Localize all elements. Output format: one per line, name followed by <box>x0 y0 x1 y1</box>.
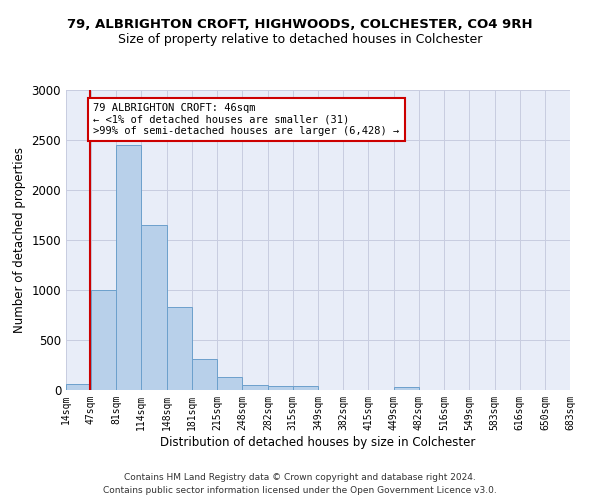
Bar <box>66 384 91 390</box>
Y-axis label: Number of detached properties: Number of detached properties <box>13 147 26 333</box>
Text: Size of property relative to detached houses in Colchester: Size of property relative to detached ho… <box>118 32 482 46</box>
Bar <box>217 377 242 390</box>
Text: 79 ALBRIGHTON CROFT: 46sqm
← <1% of detached houses are smaller (31)
>99% of sem: 79 ALBRIGHTON CROFT: 46sqm ← <1% of deta… <box>93 103 400 136</box>
Text: Contains HM Land Registry data © Crown copyright and database right 2024.: Contains HM Land Registry data © Crown c… <box>124 474 476 482</box>
Bar <box>91 290 116 390</box>
Bar <box>116 145 142 390</box>
Bar <box>167 307 192 390</box>
X-axis label: Distribution of detached houses by size in Colchester: Distribution of detached houses by size … <box>160 436 476 448</box>
Bar <box>242 385 268 390</box>
Text: Contains public sector information licensed under the Open Government Licence v3: Contains public sector information licen… <box>103 486 497 495</box>
Text: 79, ALBRIGHTON CROFT, HIGHWOODS, COLCHESTER, CO4 9RH: 79, ALBRIGHTON CROFT, HIGHWOODS, COLCHES… <box>67 18 533 30</box>
Bar <box>394 387 419 390</box>
Bar <box>268 386 293 390</box>
Bar <box>192 359 217 390</box>
Bar <box>293 386 319 390</box>
Bar <box>142 225 167 390</box>
